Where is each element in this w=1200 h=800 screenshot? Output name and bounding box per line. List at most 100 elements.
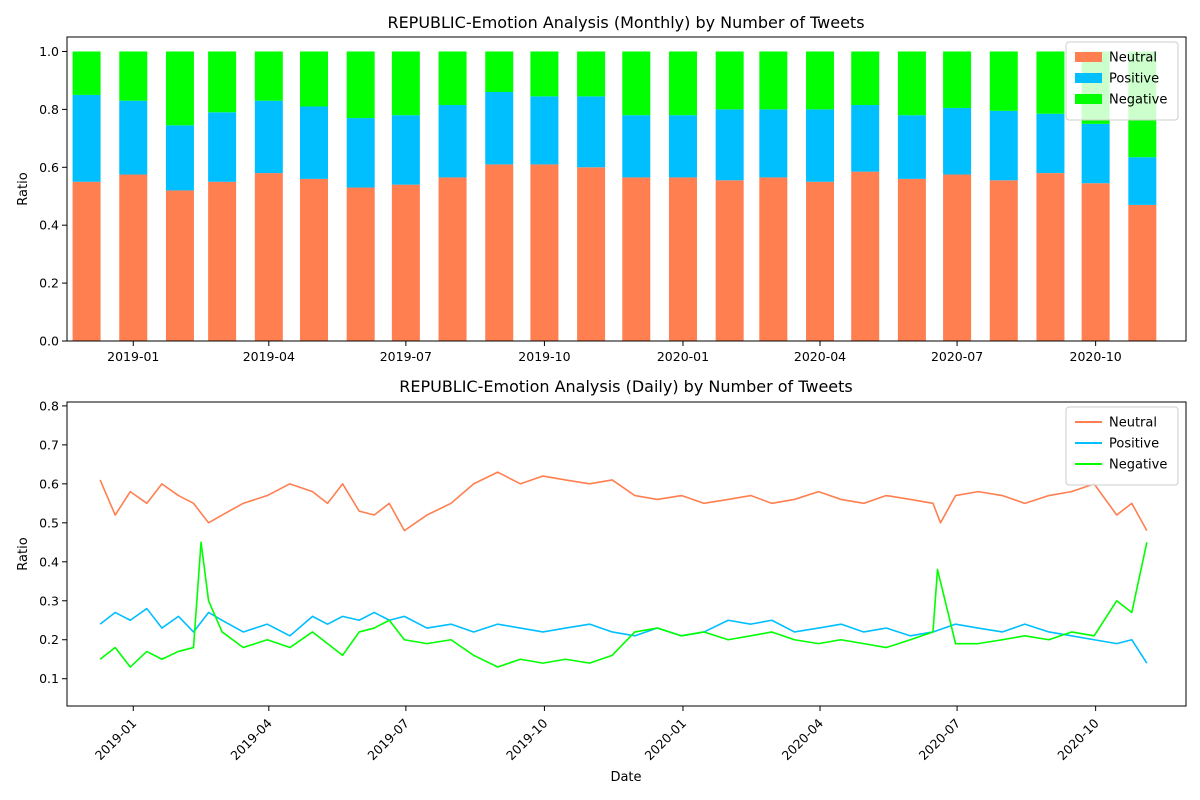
bar-positive-2019-03	[208, 112, 237, 182]
bar-negative-2019-11	[577, 51, 606, 97]
legend-label-positive: Positive	[1109, 437, 1159, 452]
bar-positive-2019-06	[346, 118, 375, 188]
legend-label-positive: Positive	[1109, 72, 1159, 87]
daily-y-axis-label: Ratio	[16, 537, 31, 570]
bar-negative-2020-05	[851, 51, 880, 106]
bar-neutral-2019-12	[622, 177, 651, 341]
y-tick-label: 0.7	[39, 437, 59, 452]
line-negative	[99, 541, 1148, 668]
daily-y-ticks: 0.1 0.2 0.3 0.4 0.5 0.6 0.7 0.8	[39, 398, 67, 686]
bar-negative-2020-04	[806, 51, 835, 110]
bar-positive-2019-10	[530, 96, 559, 165]
daily-chart: REPUBLIC-Emotion Analysis (Daily) by Num…	[16, 377, 1187, 785]
x-tick-label: 2019-01	[92, 716, 140, 764]
bar-neutral-2020-02	[715, 180, 744, 341]
bar-positive-2020-11	[1128, 157, 1157, 205]
monthly-y-ticks: 0.0 0.2 0.4 0.6 0.8 1.0	[39, 44, 67, 349]
x-tick-label: 2020-01	[657, 349, 709, 364]
y-tick-label: 0.4	[39, 554, 59, 569]
x-tick-label: 2020-01	[642, 716, 690, 764]
bar-positive-2018-12	[72, 94, 101, 182]
y-tick-label: 0.3	[39, 593, 59, 608]
monthly-bars	[72, 51, 1157, 341]
line-neutral	[99, 471, 1148, 532]
bar-positive-2020-03	[759, 109, 788, 178]
bar-neutral-2020-08	[989, 180, 1018, 341]
bar-neutral-2019-03	[208, 181, 237, 341]
y-tick-label: 1.0	[39, 44, 59, 59]
monthly-y-axis-label: Ratio	[16, 172, 31, 205]
daily-plot-frame	[66, 401, 1187, 707]
y-tick-label: 0.8	[39, 102, 59, 117]
legend-swatch-neutral	[1075, 52, 1102, 62]
bar-positive-2019-09	[485, 92, 514, 165]
bar-negative-2019-10	[530, 51, 559, 97]
bar-positive-2019-01	[119, 100, 148, 175]
bar-neutral-2019-11	[577, 167, 606, 341]
daily-x-axis-label: Date	[610, 770, 641, 785]
x-tick-label: 2019-10	[503, 715, 551, 763]
legend-label-neutral: Neutral	[1109, 416, 1157, 431]
x-tick-label: 2019-07	[380, 349, 432, 364]
bar-negative-2019-03	[208, 51, 237, 113]
x-tick-label: 2019-10	[518, 349, 570, 364]
line-positive	[99, 607, 1148, 664]
bar-negative-2018-12	[72, 51, 101, 95]
bar-neutral-2019-01	[119, 174, 148, 341]
bar-positive-2020-10	[1081, 123, 1110, 184]
bar-negative-2020-07	[943, 51, 972, 108]
bar-neutral-2019-08	[438, 177, 467, 341]
y-tick-label: 0.5	[39, 515, 59, 530]
bar-negative-2019-12	[622, 51, 651, 116]
bar-negative-2020-03	[759, 51, 788, 110]
bar-negative-2019-07	[391, 51, 420, 116]
x-tick-label: 2020-04	[779, 715, 827, 763]
y-tick-label: 0.2	[39, 632, 59, 647]
bar-neutral-2020-03	[759, 177, 788, 341]
monthly-chart: REPUBLIC-Emotion Analysis (Monthly) by N…	[16, 13, 1187, 364]
bar-negative-2019-02	[165, 51, 194, 126]
bar-negative-2019-06	[346, 51, 375, 119]
monthly-chart-title: REPUBLIC-Emotion Analysis (Monthly) by N…	[387, 13, 864, 32]
y-tick-label: 0.6	[39, 160, 59, 175]
legend-swatch-negative	[1075, 94, 1102, 104]
daily-lines	[99, 471, 1148, 668]
legend-label-negative: Negative	[1109, 458, 1167, 473]
daily-legend: Neutral Positive Negative	[1065, 406, 1179, 486]
bar-neutral-2019-05	[299, 178, 328, 341]
bar-positive-2019-12	[622, 115, 651, 178]
bar-positive-2020-05	[851, 105, 880, 172]
x-tick-label: 2020-07	[931, 349, 983, 364]
bar-negative-2019-08	[438, 51, 467, 106]
y-tick-label: 0.0	[39, 334, 59, 349]
monthly-plot-frame	[66, 36, 1187, 342]
bar-negative-2019-05	[299, 51, 328, 107]
bar-negative-2020-06	[897, 51, 926, 116]
bar-neutral-2019-07	[391, 184, 420, 341]
bar-positive-2019-02	[165, 125, 194, 191]
bar-negative-2019-01	[119, 51, 148, 101]
bar-positive-2020-08	[989, 110, 1018, 181]
legend-swatch-positive	[1075, 73, 1102, 83]
bar-positive-2019-04	[254, 100, 283, 174]
y-tick-label: 0.1	[39, 671, 59, 686]
monthly-legend: Neutral Positive Negative	[1065, 41, 1179, 121]
bar-negative-2020-01	[668, 51, 697, 116]
bar-positive-2019-11	[577, 96, 606, 168]
bar-positive-2020-09	[1036, 113, 1065, 174]
y-tick-label: 0.2	[39, 276, 59, 291]
x-tick-label: 2019-04	[243, 349, 295, 364]
daily-x-ticks: 2019-01 2019-04 2019-07 2019-10 2020-01 2020-…	[92, 706, 1102, 763]
bar-neutral-2020-01	[668, 177, 697, 341]
bar-negative-2019-09	[485, 51, 514, 93]
bar-neutral-2020-07	[943, 174, 972, 341]
legend-label-negative: Negative	[1109, 93, 1167, 108]
bar-neutral-2019-06	[346, 187, 375, 341]
y-tick-label: 0.4	[39, 218, 59, 233]
y-tick-label: 0.6	[39, 476, 59, 491]
bar-negative-2020-09	[1036, 51, 1065, 114]
x-tick-label: 2020-04	[794, 349, 846, 364]
legend-box	[1065, 406, 1179, 486]
monthly-x-ticks: 2019-01 2019-04 2019-07 2019-10 2020-01 2020-…	[107, 341, 1122, 364]
y-tick-label: 0.8	[39, 398, 59, 413]
